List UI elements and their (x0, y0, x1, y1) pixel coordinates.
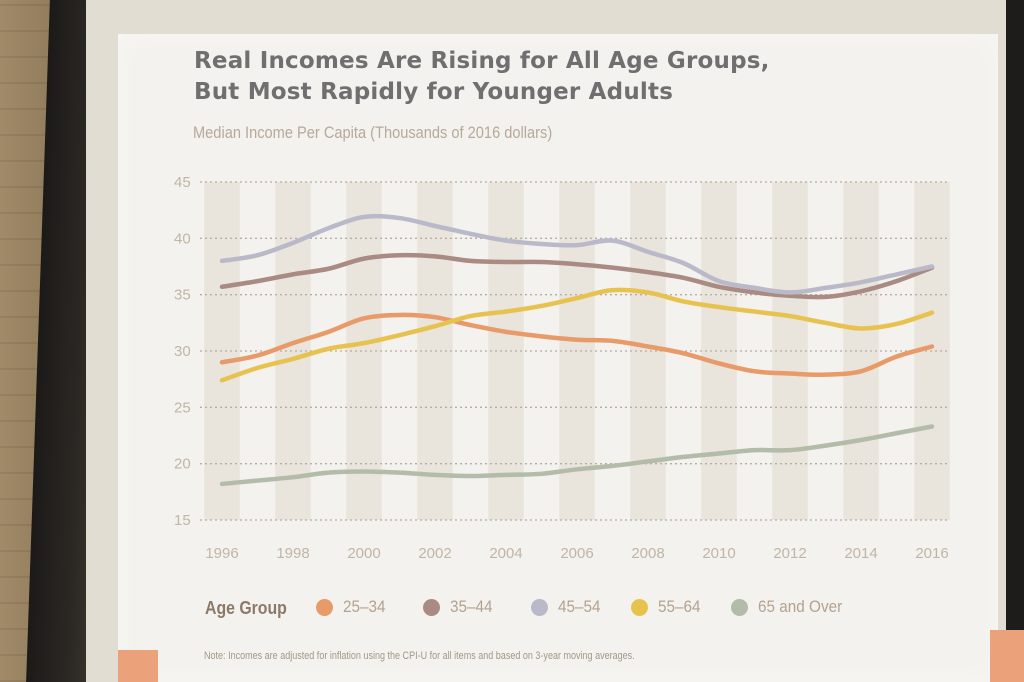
series-line-65-and-over (219, 424, 935, 487)
x-tick-label: 2016 (915, 545, 948, 562)
legend-swatch (423, 598, 440, 616)
legend-item: 55–64 (631, 594, 705, 620)
x-tick-label: 2004 (489, 545, 522, 562)
legend-swatch (316, 598, 333, 616)
legend-title: Age Group (205, 598, 287, 618)
x-tick-label: 1996 (205, 545, 238, 562)
legend-label: 25–34 (343, 597, 386, 616)
legend-swatch (531, 598, 548, 616)
series-line-25-34 (219, 312, 935, 377)
y-tick-label: 20 (174, 456, 191, 473)
legend-swatch (731, 598, 748, 616)
y-axis-tick-labels: 15 20 25 30 35 40 45 (174, 174, 191, 529)
x-tick-label: 2012 (773, 545, 806, 562)
x-tick-label: 2008 (631, 545, 664, 562)
legend-label: 35–44 (450, 597, 493, 616)
gridlines (200, 181, 950, 521)
legend-item: 45–54 (531, 594, 605, 620)
legend-label: 45–54 (558, 597, 601, 616)
chart-subtitle: Median Income Per Capita (Thousands of 2… (193, 123, 553, 142)
series-line-35-44 (219, 252, 935, 300)
legend-item: 35–44 (423, 594, 497, 620)
chart-title: Real Incomes Are Rising for All Age Grou… (194, 46, 894, 108)
legend-label: 65 and Over (758, 597, 843, 616)
series-line-55-64 (219, 287, 935, 383)
y-tick-label: 45 (174, 174, 191, 191)
legend-label: 55–64 (658, 597, 701, 616)
series-line-45-54 (219, 213, 935, 295)
chart-title-line-2: But Most Rapidly for Younger Adults (194, 79, 674, 105)
chart-title-line-1: Real Incomes Are Rising for All Age Grou… (194, 48, 770, 74)
x-tick-label: 2002 (418, 545, 451, 562)
y-tick-label: 35 (174, 287, 191, 304)
y-tick-label: 30 (174, 343, 191, 360)
x-axis-tick-labels: 1996 1998 2000 2002 2004 2006 2008 2010 2012 2014… (205, 545, 948, 562)
x-tick-label: 2014 (844, 545, 877, 562)
y-tick-label: 40 (174, 230, 191, 247)
x-tick-label: 2010 (702, 545, 735, 562)
x-tick-label: 2000 (347, 545, 380, 562)
orange-accent-bar-left (118, 650, 158, 682)
y-tick-label: 25 (174, 399, 191, 416)
x-tick-label: 2006 (560, 545, 593, 562)
legend-item: 65 and Over (731, 594, 852, 620)
chart-note: Note: Incomes are adjusted for inflation… (204, 650, 635, 662)
x-tick-label: 1998 (276, 545, 309, 562)
legend-swatch (631, 598, 648, 616)
legend-item: 25–34 (316, 594, 390, 620)
y-tick-label: 15 (174, 512, 191, 529)
orange-accent-bar-right (990, 630, 1024, 682)
series-lines (219, 213, 935, 487)
